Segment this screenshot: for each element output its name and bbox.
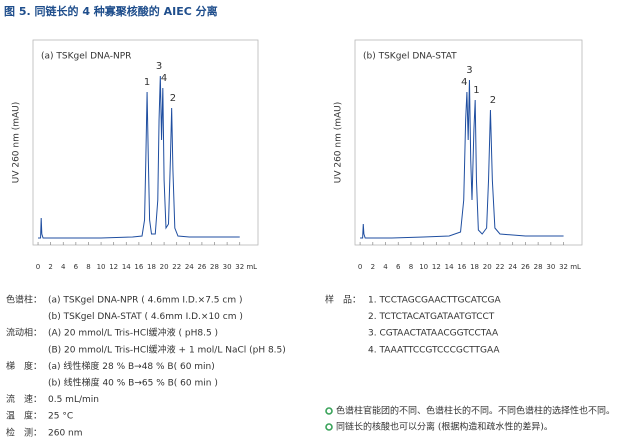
x-tick-label: 30 — [223, 263, 232, 271]
x-tick-label: 26 — [197, 263, 206, 271]
sample-label: 样 品： — [325, 294, 361, 306]
x-tick-label: 20 — [483, 263, 492, 271]
x-tick-label: 2 — [48, 263, 52, 271]
x-tick-label: 12 — [109, 263, 118, 271]
peak-label: 1 — [473, 85, 479, 96]
x-tick-label: 18 — [470, 263, 479, 271]
x-tick-label: 8 — [86, 263, 90, 271]
condition-value: (B) 20 mmol/L Tris-HCl缓冲液 + 1 mol/L NaCl… — [48, 343, 286, 355]
peak-label: 2 — [170, 93, 176, 104]
chromatogram-line — [38, 75, 240, 239]
x-tick-label: 16 — [457, 263, 466, 271]
condition-value: (a) 线性梯度 28 % B→48 % B( 60 min) — [48, 360, 215, 372]
x-unit: mL — [570, 263, 581, 271]
x-tick-label: 22 — [496, 263, 505, 271]
x-tick-label: 22 — [172, 263, 181, 271]
x-tick-label: 4 — [61, 263, 66, 271]
x-tick-label: 30 — [546, 263, 555, 271]
sample-item: 2. TCTCTACATGATAATGTCCT — [368, 312, 495, 322]
x-tick-label: 16 — [134, 263, 143, 271]
condition-value: (b) 线性梯度 40 % B→65 % B( 60 min ) — [48, 377, 218, 389]
sample-item: 4. TAAATTCCGTCCCGCTTGAA — [368, 345, 500, 355]
condition-label: 色谱柱： — [6, 294, 42, 306]
x-tick-label: 24 — [185, 263, 194, 271]
condition-label: 温 度： — [6, 410, 42, 422]
x-tick-label: 14 — [445, 263, 454, 271]
condition-label: 梯 度： — [6, 360, 42, 372]
condition-label: 流 速： — [6, 393, 42, 405]
note-bullet — [325, 423, 333, 431]
note-text: 同链长的核酸也可以分离 (根据构造和疏水性的差异)。 — [336, 421, 553, 433]
condition-value: 0.5 mL/min — [48, 395, 99, 405]
plot-frame — [32, 39, 259, 246]
x-tick-label: 0 — [36, 263, 40, 271]
x-tick-label: 4 — [383, 263, 388, 271]
x-tick-label: 20 — [160, 263, 169, 271]
x-tick-label: 14 — [122, 263, 131, 271]
x-tick-label: 0 — [358, 263, 362, 271]
x-tick-label: 28 — [210, 263, 219, 271]
condition-value: 260 nm — [48, 428, 83, 438]
condition-label: 检 测： — [6, 426, 42, 438]
note-bullet — [325, 407, 333, 415]
peak-label: 4 — [161, 73, 167, 84]
condition-value: (a) TSKgel DNA-NPR ( 4.6mm I.D.×7.5 cm ) — [48, 296, 242, 306]
x-tick-label: 26 — [521, 263, 530, 271]
x-tick-label: 24 — [508, 263, 517, 271]
x-tick-label: 8 — [409, 263, 413, 271]
x-tick-label: 10 — [97, 263, 106, 271]
plot-frame — [354, 39, 583, 246]
x-tick-label: 6 — [396, 263, 401, 271]
x-tick-label: 2 — [371, 263, 375, 271]
chart-title: (b) TSKgel DNA-STAT — [363, 52, 457, 62]
y-axis-label: UV 260 nm (mAU) — [12, 102, 22, 184]
x-tick-label: 32 — [235, 263, 244, 271]
peak-label: 2 — [490, 95, 496, 106]
y-axis-label: UV 260 nm (mAU) — [334, 102, 344, 184]
x-tick-label: 18 — [147, 263, 156, 271]
condition-label: 流动相： — [6, 327, 42, 339]
x-tick-label: 10 — [419, 263, 428, 271]
condition-value: (b) TSKgel DNA-STAT ( 4.6mm I.D.×10 cm ) — [48, 312, 243, 322]
x-tick-label: 6 — [74, 263, 79, 271]
x-tick-label: 32 — [559, 263, 568, 271]
x-unit: mL — [246, 263, 257, 271]
note-text: 色谱柱官能团的不同、色谱柱长的不同。不同色谱柱的选择性也不同。 — [336, 405, 615, 417]
chromatogram-line — [360, 79, 564, 239]
x-tick-label: 12 — [432, 263, 441, 271]
peak-label: 3 — [156, 61, 162, 72]
peak-label: 4 — [461, 77, 467, 88]
figure-title: 图 5. 同链长的 4 种寡聚核酸的 AIEC 分离 — [4, 4, 218, 18]
sample-item: 3. CGTAACTATAACGGTCCTAA — [368, 329, 499, 339]
peak-label: 3 — [466, 65, 472, 76]
chart-title: (a) TSKgel DNA-NPR — [41, 52, 131, 62]
condition-value: (A) 20 mmol/L Tris-HCl缓冲液 ( pH8.5 ) — [48, 327, 218, 339]
x-tick-label: 28 — [534, 263, 543, 271]
sample-item: 1. TCCTAGCGAACTTGCATCGA — [368, 296, 501, 306]
condition-value: 25 °C — [48, 412, 73, 422]
peak-label: 1 — [144, 77, 150, 88]
